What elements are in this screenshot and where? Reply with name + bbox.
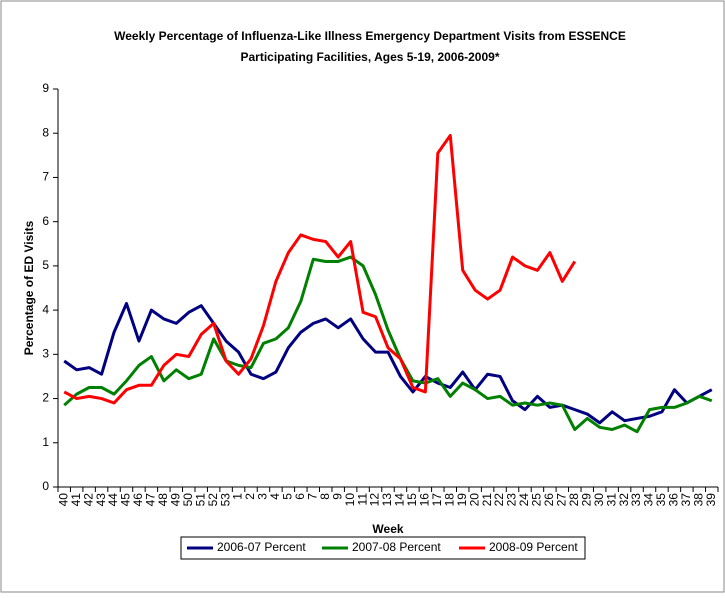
x-tick-label: 4 (268, 493, 282, 500)
x-tick-label: 44 (106, 493, 120, 507)
x-tick-label: 10 (343, 493, 357, 507)
x-tick-label: 38 (691, 493, 705, 507)
x-tick-label: 41 (69, 493, 83, 507)
x-tick-label: 22 (492, 493, 506, 507)
x-tick-label: 43 (94, 493, 108, 507)
x-tick-label: 7 (305, 493, 319, 500)
y-tick-label: 0 (42, 479, 49, 493)
x-tick-label: 25 (530, 493, 544, 507)
x-tick-label: 18 (442, 493, 456, 507)
x-axis-label: Week (372, 522, 403, 536)
y-tick-label: 5 (42, 258, 49, 272)
x-tick-label: 36 (667, 493, 681, 507)
x-tick-label: 2 (243, 493, 257, 500)
legend-label: 2007-08 Percent (352, 540, 441, 554)
legend-label: 2008-09 Percent (489, 540, 578, 554)
y-tick-label: 7 (42, 170, 49, 184)
x-tick-label: 28 (567, 493, 581, 507)
x-tick-label: 24 (517, 493, 531, 507)
x-tick-label: 47 (144, 493, 158, 507)
x-tick-label: 46 (131, 493, 145, 507)
x-tick-label: 21 (480, 493, 494, 507)
x-tick-label: 52 (206, 493, 220, 507)
x-tick-label: 30 (592, 493, 606, 507)
y-tick-label: 8 (42, 125, 49, 139)
x-tick-label: 39 (704, 493, 718, 507)
x-tick-label: 13 (380, 493, 394, 507)
y-tick-label: 9 (42, 81, 49, 95)
x-tick-label: 51 (193, 493, 207, 507)
x-tick-label: 11 (355, 493, 369, 506)
series-line (63, 255, 713, 434)
x-tick-label: 23 (505, 493, 519, 507)
x-tick-label: 50 (181, 493, 195, 507)
x-tick-label: 42 (81, 493, 95, 507)
x-tick-label: 32 (617, 493, 631, 507)
legend-box (180, 536, 586, 560)
series-line (63, 133, 577, 405)
x-tick-label: 26 (542, 493, 556, 507)
x-tick-label: 1 (231, 493, 245, 500)
x-tick-label: 53 (218, 493, 232, 507)
chart-title: Participating Facilities, Ages 5-19, 200… (240, 50, 499, 64)
x-tick-label: 3 (256, 493, 270, 500)
y-axis-label: Percentage of ED Visits (22, 220, 36, 355)
x-tick-label: 20 (467, 493, 481, 507)
x-tick-label: 5 (281, 493, 295, 500)
x-tick-label: 31 (604, 493, 618, 507)
x-tick-label: 12 (368, 493, 382, 507)
y-tick-label: 6 (42, 214, 49, 228)
x-tick-label: 14 (393, 493, 407, 507)
y-tick-label: 2 (42, 391, 49, 405)
x-tick-label: 45 (119, 493, 133, 507)
x-tick-label: 35 (654, 493, 668, 507)
x-tick-label: 16 (418, 493, 432, 507)
x-tick-label: 40 (56, 493, 70, 507)
x-tick-label: 27 (555, 493, 569, 507)
x-tick-label: 37 (679, 493, 693, 507)
x-tick-label: 15 (405, 493, 419, 507)
x-tick-label: 49 (168, 493, 182, 507)
series-line (63, 301, 713, 425)
x-tick-label: 8 (318, 493, 332, 500)
x-tick-label: 34 (642, 493, 656, 507)
x-tick-label: 6 (293, 493, 307, 500)
y-tick-label: 4 (42, 302, 49, 316)
legend-label: 2006-07 Percent (217, 540, 306, 554)
x-tick-label: 29 (579, 493, 593, 507)
y-tick-label: 3 (42, 347, 49, 361)
chart-title: Weekly Percentage of Influenza-Like Illn… (114, 29, 626, 43)
x-tick-label: 48 (156, 493, 170, 507)
x-tick-label: 17 (430, 493, 444, 507)
y-tick-label: 1 (42, 435, 49, 449)
legend: 2006-07 Percent 2007-08 Percent 2008-09 Pe… (180, 536, 586, 560)
x-tick-label: 9 (330, 493, 344, 500)
x-tick-label: 19 (455, 493, 469, 507)
x-tick-label: 33 (629, 493, 643, 507)
